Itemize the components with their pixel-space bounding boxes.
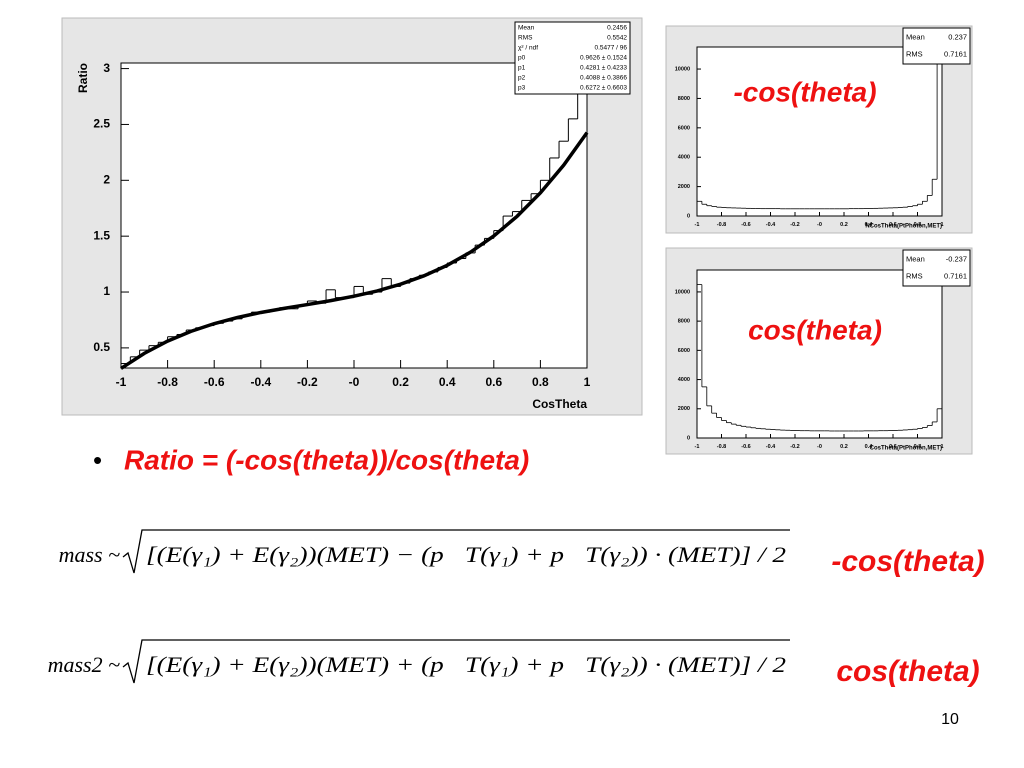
page-number: 10 (941, 711, 959, 728)
x-tick-label: 0.2 (840, 222, 848, 228)
plot-frame (696, 269, 943, 439)
x-tick-label: -0.6 (204, 375, 225, 389)
stats-label: p0 (518, 55, 526, 62)
y-tick-label: 2 (103, 172, 110, 186)
stats-label: Mean (518, 25, 535, 32)
x-tick-label: -1 (695, 444, 700, 450)
y-tick-label: 1 (103, 284, 110, 298)
stats-value: 0.5542 (607, 35, 627, 42)
x-tick-label: -0.8 (717, 222, 726, 228)
stats-value: 0.4088 ± 0.3866 (580, 75, 627, 82)
x-tick-label: 0.6 (889, 222, 897, 228)
sqrt-sign (122, 529, 790, 574)
plot-frame (120, 62, 588, 369)
x-tick-label: -0.6 (741, 222, 750, 228)
bullet-text: Ratio = (-cos(theta))/cos(theta) (124, 444, 529, 475)
y-tick-label: 3 (103, 61, 110, 75)
x-tick-label: -0.4 (250, 375, 271, 389)
x-tick-label: 0.4 (865, 444, 874, 450)
stats-box (902, 249, 971, 287)
x-tick-label: -0 (349, 375, 360, 389)
stats-value: 0.5477 / 96 (594, 45, 627, 52)
x-axis-title: CosTheta(PtPhoton,MET) (870, 446, 942, 452)
y-axis-title: Ratio (76, 63, 90, 93)
x-tick-label: -0.2 (297, 375, 318, 389)
x-tick-label: -0 (817, 444, 822, 450)
x-tick-label: 0.6 (485, 375, 502, 389)
stats-value: 0.7161 (944, 271, 967, 280)
stats-value: -0.237 (946, 254, 967, 263)
stats-label: RMS (518, 35, 533, 42)
stats-label: p3 (518, 85, 526, 92)
stats-value: 0.9626 ± 0.1524 (580, 55, 627, 62)
x-tick-label: 0.4 (865, 222, 874, 228)
formula-radicand: [(E(γ₁) + E(γ₂))(MET) + (p⃗T(γ₁) + p⃗T(γ… (146, 652, 786, 677)
x-tick-label: -0.6 (741, 444, 750, 450)
y-tick-label: 4000 (678, 155, 690, 161)
stats-label: χ² / ndf (518, 45, 538, 52)
y-tick-label: 2000 (678, 406, 690, 412)
formula-label: -cos(theta) (831, 545, 984, 578)
formula-lhs: mass2 ~ (48, 652, 121, 677)
stats-value: 0.4281 ± 0.4233 (580, 65, 627, 72)
x-tick-label: -1 (116, 375, 127, 389)
annotation: cos(theta) (748, 314, 882, 345)
x-tick-label: 1 (584, 375, 591, 389)
formula-label: cos(theta) (836, 655, 979, 688)
x-tick-label: 0.6 (889, 444, 897, 450)
x-tick-label: -0.2 (790, 222, 799, 228)
stats-value: 0.2456 (607, 25, 627, 32)
stats-box (514, 21, 631, 95)
bullet-dot: • (93, 445, 102, 475)
x-tick-label: -0.8 (157, 375, 178, 389)
y-tick-label: 8000 (678, 96, 690, 102)
stats-label: RMS (906, 49, 923, 58)
plot-frame (696, 46, 943, 217)
x-tick-label: 1 (940, 444, 943, 450)
y-tick-label: 0 (687, 213, 690, 219)
y-tick-label: 6000 (678, 125, 690, 131)
y-tick-label: 6000 (678, 348, 690, 354)
stats-label: Mean (906, 254, 925, 263)
x-tick-label: -0.2 (790, 444, 799, 450)
y-tick-label: 8000 (678, 319, 690, 325)
y-tick-label: 4000 (678, 377, 690, 383)
stats-label: Mean (906, 32, 925, 41)
x-tick-label: -0.8 (717, 444, 726, 450)
stats-value: 0.6272 ± 0.6603 (580, 85, 627, 92)
y-tick-label: 10000 (675, 289, 690, 295)
stats-label: p1 (518, 65, 526, 72)
x-tick-label: -0.4 (766, 444, 776, 450)
x-axis-title: NCosTheta(PtPhoton,MET) (865, 224, 942, 230)
y-tick-label: 1.5 (93, 228, 110, 242)
formula-lhs: mass ~ (59, 542, 121, 567)
x-tick-label: -0 (817, 222, 822, 228)
y-tick-label: 0.5 (93, 340, 110, 354)
y-tick-label: 2.5 (93, 117, 110, 131)
sqrt-sign (122, 639, 790, 684)
stats-box (902, 27, 971, 65)
x-tick-label: 1 (940, 222, 943, 228)
y-tick-label: 2000 (678, 184, 690, 190)
annotation: -cos(theta) (733, 76, 876, 107)
stats-label: RMS (906, 271, 923, 280)
x-tick-label: 0.8 (532, 375, 549, 389)
x-tick-label: 0.4 (439, 375, 456, 389)
x-tick-label: 0.2 (840, 444, 848, 450)
x-tick-label: 0.8 (914, 444, 922, 450)
x-tick-label: 0.2 (392, 375, 409, 389)
formula-radicand: [(E(γ₁) + E(γ₂))(MET) − (p⃗T(γ₁) + p⃗T(γ… (146, 542, 786, 567)
stats-value: 0.7161 (944, 49, 967, 58)
stats-label: p2 (518, 75, 526, 82)
x-axis-title: CosTheta (532, 397, 587, 411)
x-tick-label: 0.8 (914, 222, 922, 228)
stats-value: 0.237 (948, 32, 967, 41)
x-tick-label: -0.4 (766, 222, 776, 228)
y-tick-label: 0 (687, 435, 690, 441)
y-tick-label: 10000 (675, 66, 690, 72)
x-tick-label: -1 (695, 222, 700, 228)
fit-curve (120, 131, 589, 370)
